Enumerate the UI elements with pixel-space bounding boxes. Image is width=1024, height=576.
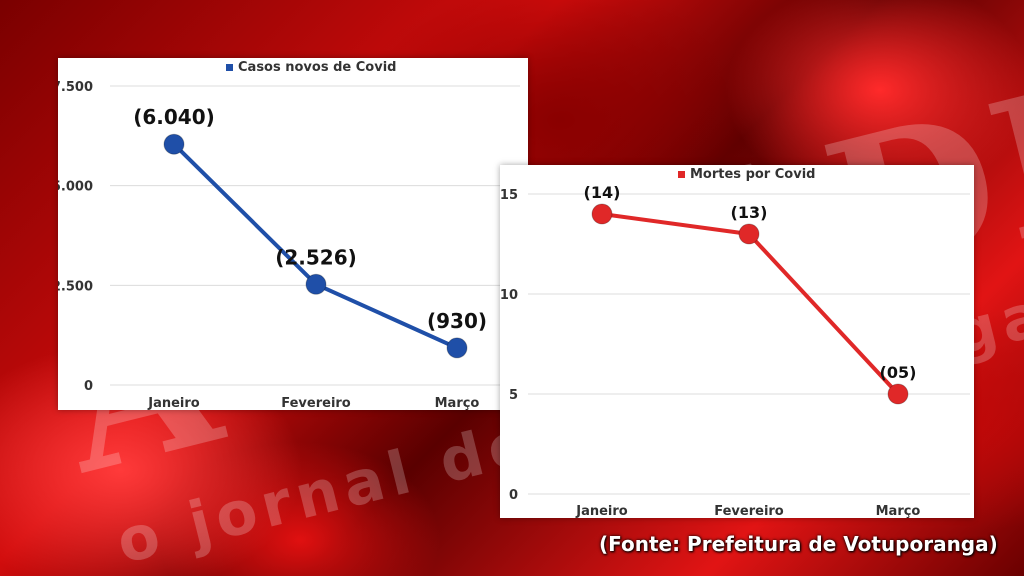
data-point [163,133,185,155]
x-tick-label: Fevereiro [714,504,784,518]
data-point [887,383,909,405]
deaths-chart: 0 5 10 15 Janeiro Fevereiro Março (14) (13) (05) [500,183,970,518]
x-tick-label: Fevereiro [281,396,351,410]
legend-swatch-cases [226,64,233,71]
data-label: (2.526) [275,245,357,269]
data-point [446,337,468,359]
x-tick-label: Janeiro [147,396,200,410]
y-tick-label: 0 [84,379,93,394]
legend-label-deaths: Mortes por Covid [690,167,816,182]
legend-swatch-deaths [678,171,685,178]
legend-cases: Casos novos de Covid [226,60,396,75]
y-tick-label: 10 [500,288,518,303]
y-tick-label: 0 [509,488,518,503]
x-tick-label: Março [435,396,480,410]
data-label: (6.040) [133,105,215,129]
legend-deaths: Mortes por Covid [678,167,815,182]
legend-label-cases: Casos novos de Covid [238,60,397,75]
data-label: (13) [731,203,768,222]
y-tick-label: 7.500 [58,80,93,95]
data-label: (14) [584,183,621,202]
chart-panel-cases: 0 2.500 5.000 7.500 Janeiro Fevereiro Março (6.… [58,58,528,410]
x-tick-label: Janeiro [575,504,628,518]
data-label: (05) [880,363,917,382]
y-tick-label: 2.500 [58,279,93,294]
data-point [738,223,760,245]
data-label: (930) [427,309,487,333]
chart-panel-deaths: 0 5 10 15 Janeiro Fevereiro Março (14) (13) (05) … [500,165,974,518]
data-point [305,273,327,295]
y-tick-label: 5 [509,388,518,403]
cases-chart: 0 2.500 5.000 7.500 Janeiro Fevereiro Março (6.… [58,80,520,410]
x-tick-label: Março [876,504,921,518]
y-tick-label: 15 [500,188,518,203]
data-point [591,203,613,225]
source-caption: (Fonte: Prefeitura de Votuporanga) [599,532,998,556]
y-tick-label: 5.000 [58,180,93,195]
